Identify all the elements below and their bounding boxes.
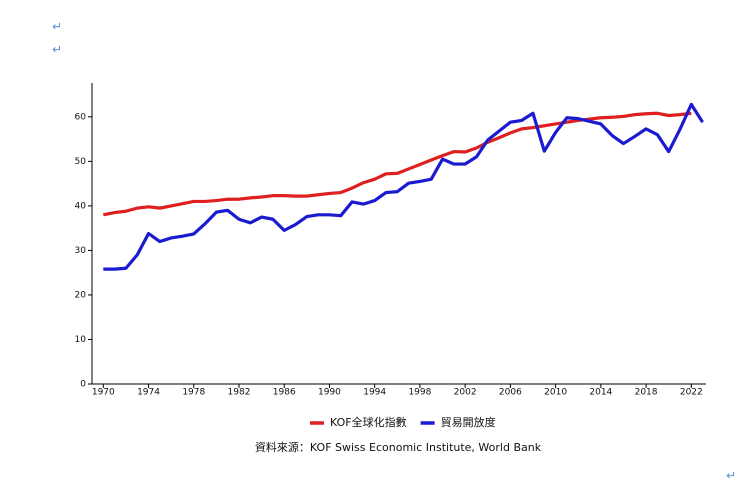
legend-label: KOF全球化指數 (330, 415, 407, 429)
x-tick-label: 2010 (544, 388, 567, 398)
x-tick-label: 2002 (454, 388, 477, 398)
paragraph-mark: ↵ (726, 469, 736, 483)
paragraph-mark: ↵ (52, 20, 62, 34)
line (102, 111, 692, 217)
x-tick-label: 1970 (92, 388, 115, 398)
x-tick-label: 1998 (408, 388, 431, 398)
source: 資料來源：KOF Swiss Economic Institute, World… (255, 440, 542, 454)
x-tick-label: 1982 (228, 388, 251, 398)
y-tick-label: 10 (75, 335, 87, 345)
y-tick-label: 40 (75, 201, 87, 211)
x-tick-label: 2018 (635, 388, 658, 398)
x-tick-label: 1978 (182, 388, 205, 398)
y-tick-label: 30 (75, 246, 87, 256)
x-tick-label: 1974 (137, 388, 160, 398)
paragraph-mark: ↵ (52, 43, 62, 57)
x-tick-label: 1986 (273, 388, 296, 398)
y-tick-label: 20 (75, 290, 87, 300)
x-tick-label: 2014 (589, 388, 612, 398)
y-tick-label: 0 (80, 380, 86, 390)
x-tick-label: 2022 (680, 388, 703, 398)
line (103, 102, 704, 271)
x-tick-label: 1990 (318, 388, 341, 398)
y-tick-label: 50 (75, 157, 87, 167)
x-tick-label: 1994 (363, 388, 386, 398)
x-tick-label: 2006 (499, 388, 522, 398)
y-tick-label: 60 (75, 112, 87, 122)
legend-label: 貿易開放度 (441, 415, 496, 429)
